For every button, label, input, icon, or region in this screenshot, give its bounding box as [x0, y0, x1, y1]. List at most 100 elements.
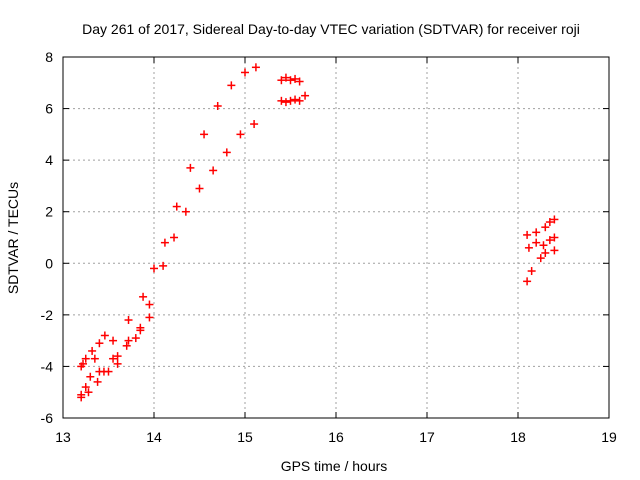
- x-tick-label: 13: [55, 429, 71, 445]
- y-tick-label: 0: [45, 255, 53, 271]
- data-point: [532, 228, 541, 237]
- series-late-middle: [524, 233, 559, 252]
- data-point: [277, 96, 286, 105]
- x-tick-label: 18: [510, 429, 526, 445]
- data-point: [93, 377, 102, 386]
- y-tick-label: 4: [45, 152, 53, 168]
- data-point: [124, 336, 133, 345]
- data-point: [90, 354, 99, 363]
- x-tick-label: 19: [601, 429, 617, 445]
- chart-title: Day 261 of 2017, Sidereal Day-to-day VTE…: [82, 21, 580, 37]
- data-point: [281, 73, 290, 82]
- tick-labels: 13 14 15 16 17 18 19 -6 -4 -2 0 2 4 6 8: [41, 49, 617, 445]
- grid-lines: [63, 57, 609, 418]
- data-point: [541, 248, 550, 257]
- data-point: [150, 264, 158, 273]
- data-point: [95, 339, 104, 348]
- data-point: [170, 233, 179, 242]
- data-point: [186, 163, 195, 172]
- data-point: [250, 120, 259, 129]
- data-point: [86, 372, 95, 381]
- y-tick-label: 8: [45, 49, 53, 65]
- data-point: [136, 326, 145, 335]
- data-point: [524, 243, 533, 252]
- series-upper-rising-branch: [79, 63, 260, 368]
- data-point: [286, 76, 295, 85]
- data-point: [109, 354, 118, 363]
- data-point: [88, 346, 97, 355]
- data-point: [523, 230, 532, 239]
- series-early-loop: [77, 313, 154, 402]
- series-late-lower: [523, 246, 559, 286]
- data-point: [550, 233, 559, 242]
- axis-ticks: [62, 56, 610, 419]
- data-point: [527, 267, 536, 276]
- data-point: [286, 96, 295, 105]
- y-tick-label: -4: [41, 358, 54, 374]
- data-point: [281, 98, 290, 107]
- data-point: [172, 202, 181, 211]
- data-point: [209, 166, 218, 175]
- data-point: [104, 367, 113, 376]
- data-point: [295, 77, 304, 86]
- data-point: [113, 359, 122, 368]
- y-tick-label: 6: [45, 101, 53, 117]
- data-point: [301, 91, 310, 100]
- data-point: [251, 63, 260, 72]
- data-point: [95, 367, 104, 376]
- data-point: [291, 74, 300, 83]
- data-point: [213, 101, 222, 110]
- x-tick-label: 15: [237, 429, 253, 445]
- data-point: [222, 148, 231, 157]
- series-arc-bottom: [277, 91, 310, 107]
- data-point: [84, 388, 93, 397]
- data-point: [139, 292, 148, 301]
- data-point: [536, 254, 545, 263]
- data-point: [100, 331, 109, 340]
- data-series: [77, 63, 559, 402]
- data-point: [160, 238, 169, 247]
- data-point: [159, 261, 168, 270]
- series-late-upper: [523, 215, 559, 239]
- series-arc-top: [277, 73, 304, 86]
- data-point: [523, 277, 532, 286]
- y-tick-label: -2: [41, 307, 54, 323]
- data-point: [77, 362, 86, 371]
- data-point: [195, 184, 204, 193]
- y-axis-label: SDTVAR / TECUs: [5, 182, 21, 294]
- x-axis-label: GPS time / hours: [281, 458, 388, 474]
- data-point: [145, 313, 154, 322]
- data-point: [131, 334, 140, 343]
- x-tick-label: 14: [146, 429, 162, 445]
- data-point: [550, 246, 559, 255]
- data-point: [241, 68, 249, 77]
- data-point: [277, 76, 286, 85]
- data-point: [81, 383, 90, 392]
- data-point: [295, 96, 304, 105]
- data-point: [200, 130, 209, 139]
- data-point: [545, 236, 554, 245]
- data-point: [181, 207, 190, 216]
- data-point: [236, 130, 245, 139]
- data-point: [109, 336, 118, 345]
- y-tick-label: 2: [45, 204, 53, 220]
- y-tick-label: -6: [41, 410, 54, 426]
- x-tick-label: 16: [328, 429, 344, 445]
- data-point: [124, 316, 133, 325]
- data-point: [227, 81, 236, 90]
- data-point: [145, 300, 154, 309]
- x-tick-label: 17: [419, 429, 435, 445]
- data-point: [541, 223, 550, 232]
- data-point: [81, 354, 90, 363]
- data-point: [113, 352, 122, 361]
- data-point: [77, 390, 86, 399]
- data-point: [550, 215, 559, 224]
- data-point: [532, 238, 541, 247]
- data-point: [545, 218, 554, 227]
- data-point: [539, 241, 548, 250]
- data-point: [122, 341, 131, 350]
- data-point: [291, 95, 300, 104]
- series-early-spur: [77, 331, 109, 371]
